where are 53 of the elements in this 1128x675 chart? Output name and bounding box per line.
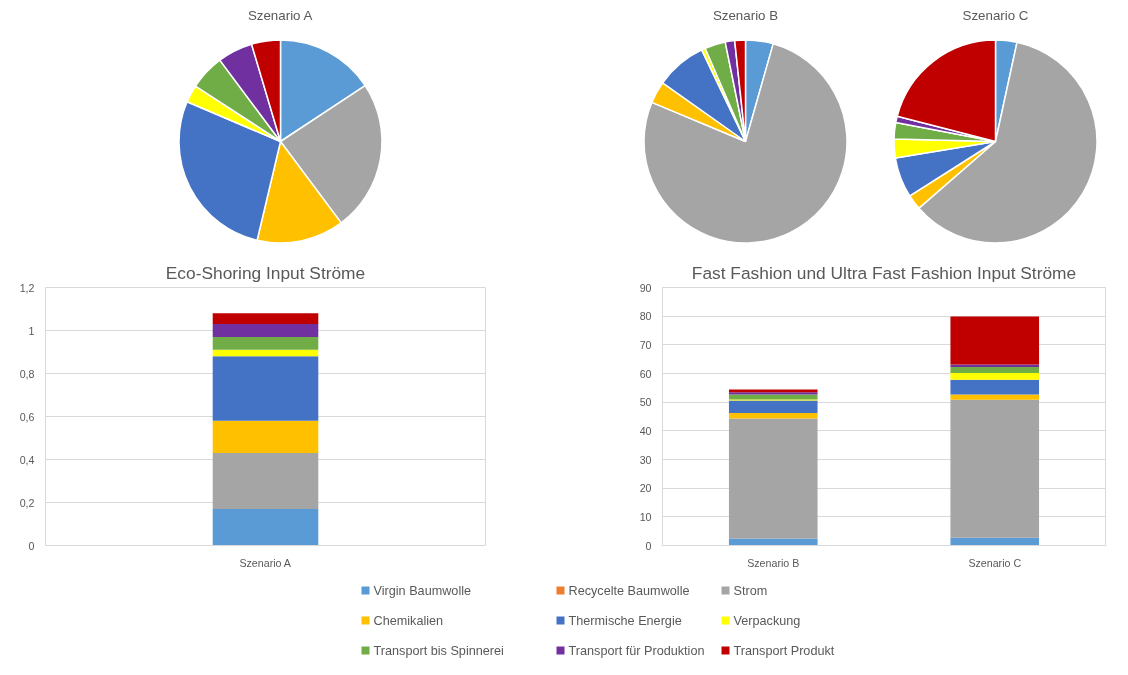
chart-title: Eco-Shoring Input Ströme: [165, 262, 366, 283]
bar: [728, 394, 818, 400]
legend-label: Transport für Produktion: [568, 643, 705, 658]
bar: [950, 399, 1040, 538]
y-tick-label: 30: [639, 453, 652, 466]
bar: [950, 537, 1040, 546]
y-tick-label: 1,2: [19, 281, 35, 294]
bar: [212, 336, 319, 350]
legend-label: Chemikalien: [373, 613, 444, 628]
bar: [212, 420, 319, 454]
chart-title: Szenario A: [247, 7, 313, 23]
y-tick-label: 1: [28, 324, 35, 337]
bar: [950, 372, 1040, 380]
bar: [950, 366, 1040, 373]
y-tick-label: 0,2: [19, 496, 35, 509]
bar: [950, 379, 1040, 395]
y-tick-label: 60: [639, 367, 652, 380]
bar: [212, 453, 319, 509]
y-tick-label: 10: [639, 510, 652, 523]
bar: [212, 349, 319, 357]
bar: [212, 508, 319, 546]
legend-label: Strom: [733, 583, 768, 598]
bar: [212, 324, 319, 337]
y-tick-label: 0: [645, 539, 652, 552]
y-tick-label: 80: [639, 310, 652, 323]
legend-label: Virgin Baumwolle: [373, 583, 472, 598]
bar: [728, 400, 818, 414]
x-tick-label: Szenario B: [747, 556, 800, 569]
legend-label: Transport Produkt: [733, 643, 835, 658]
y-tick-label: 90: [639, 281, 652, 294]
legend-label: Recycelte Baumwolle: [568, 583, 690, 598]
y-tick-label: 0,8: [19, 367, 35, 380]
y-tick-label: 40: [639, 424, 652, 437]
y-tick-label: 20: [639, 482, 652, 495]
chart-title: Szenario C: [962, 7, 1029, 23]
legend-label: Transport bis Spinnerei: [373, 643, 504, 658]
y-tick-label: 70: [639, 338, 652, 351]
bar: [212, 356, 319, 421]
bar: [950, 316, 1040, 365]
x-tick-label: Szenario A: [239, 556, 292, 569]
bar: [728, 418, 818, 539]
chart-title: Fast Fashion und Ultra Fast Fashion Input Ströme: [691, 262, 1077, 283]
bar: [212, 313, 319, 325]
y-tick-label: 50: [639, 396, 652, 409]
bar: [950, 394, 1040, 400]
legend-label: Thermische Energie: [568, 613, 682, 628]
bar: [728, 413, 818, 419]
chart-title: Szenario B: [712, 7, 779, 23]
legend-label: Verpackung: [733, 613, 801, 628]
y-tick-label: 0,6: [19, 410, 35, 423]
y-tick-label: 0: [28, 539, 35, 552]
x-tick-label: Szenario C: [968, 556, 1022, 569]
y-tick-label: 0,4: [19, 453, 35, 466]
